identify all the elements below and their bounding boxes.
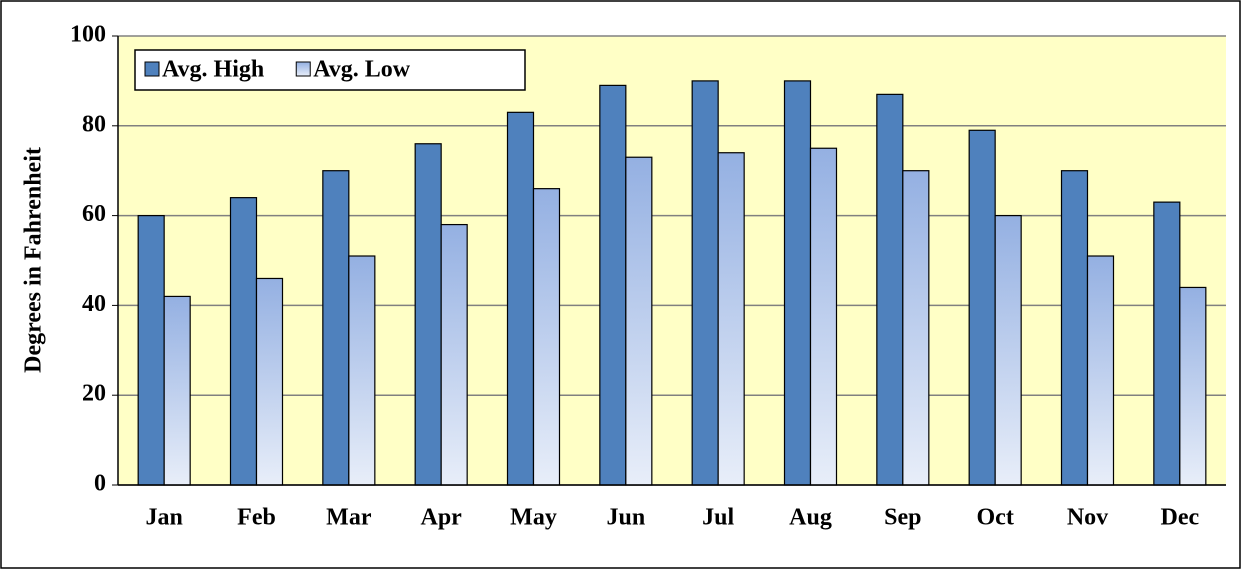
bar (1086, 255, 1115, 486)
legend-label: Avg. Low (313, 57, 411, 83)
bar (809, 147, 838, 486)
bar (968, 129, 996, 486)
bar (229, 197, 258, 486)
x-tick-label: Apr (420, 505, 462, 531)
bar (691, 80, 719, 486)
y-tick-label: 20 (82, 381, 106, 407)
bar (1060, 170, 1089, 486)
y-tick-label: 0 (94, 471, 106, 497)
bar (506, 111, 535, 486)
legend-swatch (144, 61, 160, 77)
bar (599, 84, 627, 486)
bar (783, 80, 812, 486)
bar (322, 170, 350, 486)
legend (134, 49, 526, 91)
bar (255, 277, 284, 486)
x-tick-label: Aug (789, 505, 832, 531)
bar (1153, 201, 1181, 486)
x-tick-label: Nov (1067, 505, 1108, 531)
bar (625, 156, 653, 486)
x-tick-label: Jun (606, 505, 645, 531)
bar (440, 223, 468, 486)
bar (876, 93, 904, 486)
y-tick-label: 80 (82, 111, 106, 137)
bar (717, 152, 745, 486)
x-tick-label: May (510, 505, 557, 531)
bar (163, 295, 191, 486)
x-tick-label: Sep (884, 505, 921, 531)
x-tick-label: Mar (326, 505, 372, 531)
x-tick-label: Dec (1161, 505, 1200, 531)
x-tick-label: Oct (977, 505, 1014, 531)
legend-label: Avg. High (162, 57, 264, 83)
x-tick-label: Jan (145, 505, 182, 531)
bar (414, 143, 442, 486)
plot-area (118, 36, 1226, 485)
y-tick-label: 40 (82, 291, 106, 317)
y-tick-label: 100 (70, 22, 106, 48)
x-tick-label: Feb (237, 505, 276, 531)
y-tick-label: 60 (82, 201, 106, 227)
bar (1179, 286, 1207, 486)
bar (902, 170, 930, 486)
bar (994, 215, 1022, 486)
bar (532, 188, 561, 486)
y-axis-label: Degrees in Fahrenheit (21, 147, 47, 373)
legend-swatch (295, 61, 311, 77)
x-tick-label: Jul (702, 505, 734, 531)
bar (348, 255, 376, 486)
bar (137, 215, 165, 486)
